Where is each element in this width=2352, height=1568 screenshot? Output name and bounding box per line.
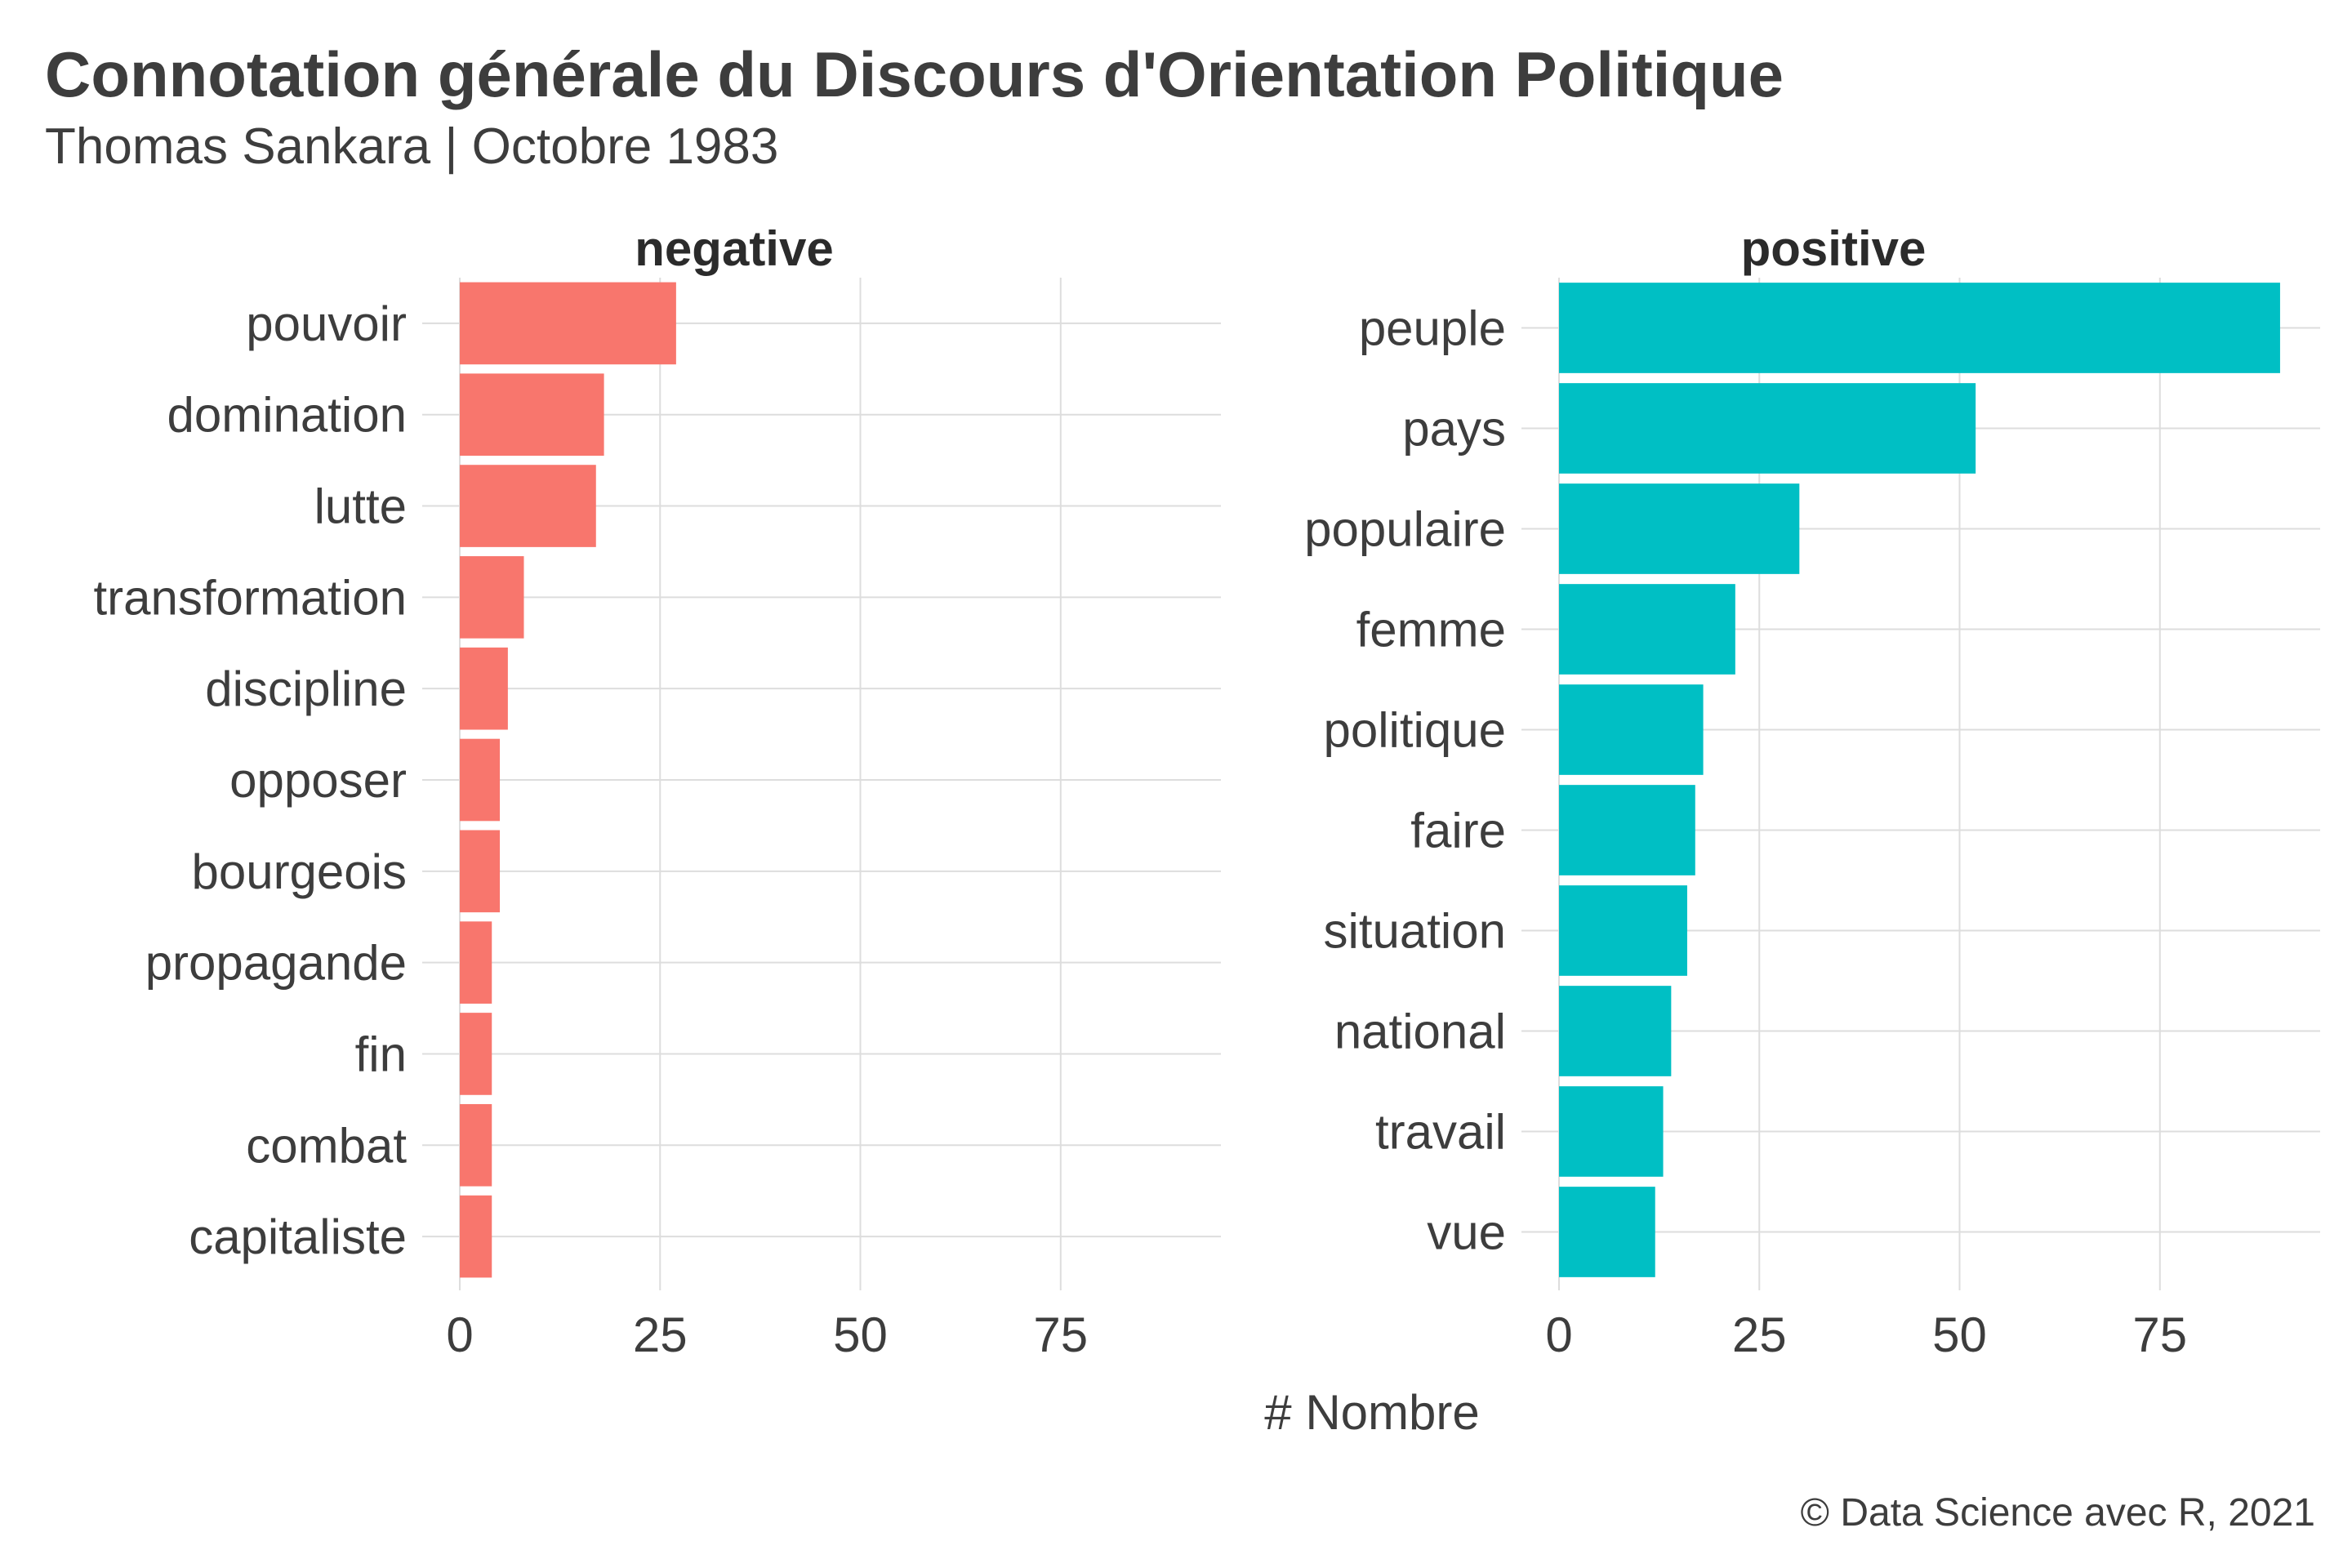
bar-combat bbox=[460, 1103, 492, 1187]
x-tick-label-0: 0 bbox=[446, 1307, 473, 1362]
bar-pays bbox=[1559, 383, 1976, 474]
category-label-national: national bbox=[1334, 1004, 1506, 1059]
x-tick-label-75: 75 bbox=[2132, 1307, 2187, 1362]
category-label-situation: situation bbox=[1324, 904, 1506, 959]
bar-travail bbox=[1559, 1086, 1664, 1177]
panel-negative: pouvoir domination lutte transformation disc… bbox=[94, 221, 1221, 1362]
category-label-vue: vue bbox=[1427, 1205, 1506, 1260]
category-label-propagande: propagande bbox=[145, 936, 407, 991]
category-label-travail: travail bbox=[1375, 1105, 1506, 1160]
panel-positive: peuple pays populaire femme politique faire si… bbox=[1304, 221, 2320, 1362]
bar-femme bbox=[1559, 584, 1735, 675]
chart-title: Connotation générale du Discours d'Orien… bbox=[45, 38, 1784, 110]
category-label-discipline: discipline bbox=[205, 662, 407, 716]
category-label-domination: domination bbox=[167, 388, 407, 443]
x-axis-label: # Nombre bbox=[1264, 1385, 1479, 1440]
bar-pouvoir bbox=[460, 282, 676, 365]
bar-lutte bbox=[460, 465, 596, 547]
category-label-femme: femme bbox=[1356, 603, 1506, 657]
bar-propagande bbox=[460, 921, 492, 1004]
bar-domination bbox=[460, 373, 604, 457]
category-label-faire: faire bbox=[1410, 804, 1506, 858]
category-label-opposer: opposer bbox=[229, 753, 407, 808]
x-tick-label-25: 25 bbox=[1732, 1307, 1787, 1362]
chart-subtitle: Thomas Sankara | Octobre 1983 bbox=[45, 118, 778, 175]
category-label-populaire: populaire bbox=[1304, 502, 1506, 557]
category-label-pouvoir: pouvoir bbox=[246, 296, 407, 351]
category-label-combat: combat bbox=[246, 1118, 407, 1173]
category-label-transformation: transformation bbox=[94, 570, 408, 625]
bar-vue bbox=[1559, 1187, 1655, 1277]
strip-label-negative: negative bbox=[635, 221, 833, 276]
bar-faire bbox=[1559, 785, 1695, 875]
category-label-politique: politique bbox=[1323, 703, 1506, 758]
bar-situation bbox=[1559, 885, 1687, 976]
x-tick-label-75: 75 bbox=[1033, 1307, 1088, 1362]
category-label-capitaliste: capitaliste bbox=[189, 1209, 407, 1264]
x-tick-label-0: 0 bbox=[1545, 1307, 1572, 1362]
category-label-fin: fin bbox=[355, 1027, 407, 1081]
bar-opposer bbox=[460, 738, 501, 822]
bar-bourgeois bbox=[460, 830, 501, 913]
bar-populaire bbox=[1559, 483, 1800, 574]
bar-peuple bbox=[1559, 283, 2280, 373]
category-label-peuple: peuple bbox=[1359, 301, 1506, 356]
bar-discipline bbox=[460, 647, 508, 730]
bar-fin bbox=[460, 1013, 492, 1095]
x-tick-label-50: 50 bbox=[1932, 1307, 1987, 1362]
category-label-pays: pays bbox=[1402, 402, 1506, 457]
bar-politique bbox=[1559, 684, 1704, 775]
bar-capitaliste bbox=[460, 1195, 492, 1278]
bar-transformation bbox=[460, 556, 524, 639]
chart-caption: © Data Science avec R, 2021 bbox=[1801, 1491, 2315, 1535]
x-tick-label-50: 50 bbox=[833, 1307, 888, 1362]
bar-national bbox=[1559, 986, 1672, 1076]
category-label-lutte: lutte bbox=[314, 479, 407, 534]
category-label-bourgeois: bourgeois bbox=[191, 844, 407, 899]
strip-label-positive: positive bbox=[1741, 221, 1927, 276]
x-tick-label-25: 25 bbox=[633, 1307, 688, 1362]
